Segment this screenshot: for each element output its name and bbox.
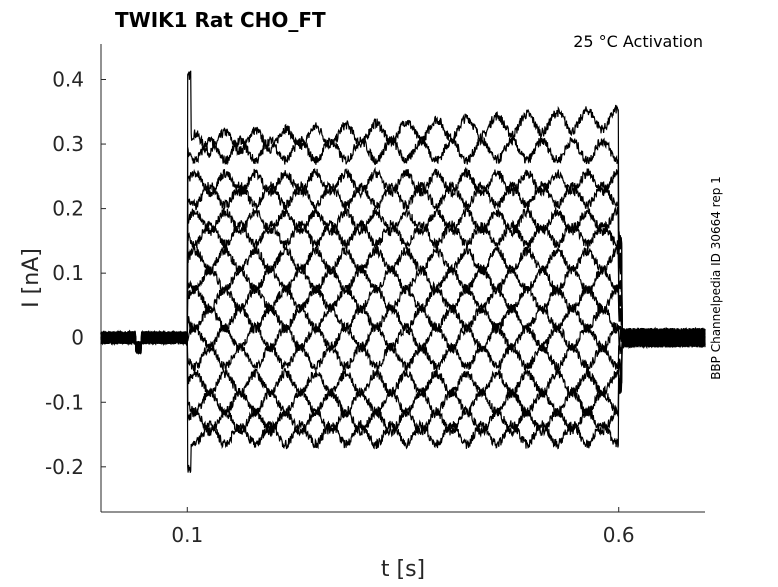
- side-label: BBP Channelpedia ID 30664 rep 1: [709, 176, 723, 380]
- y-tick-label: 0.4: [52, 68, 84, 92]
- x-tick-label: 0.1: [171, 523, 203, 547]
- current-trace: [100, 327, 706, 418]
- chart-title: TWIK1 Rat CHO_FT: [115, 8, 326, 32]
- current-trace: [100, 219, 706, 354]
- current-trace: [100, 244, 706, 354]
- annotation: 25 °C Activation: [573, 32, 703, 51]
- y-tick-label: -0.2: [45, 455, 84, 479]
- current-trace: [100, 321, 706, 354]
- current-trace: [100, 327, 706, 438]
- current-trace: [100, 70, 706, 354]
- y-tick-label: 0.2: [52, 197, 84, 221]
- x-tick-label: 0.6: [603, 523, 635, 547]
- x-axis-label: t [s]: [381, 557, 425, 582]
- y-axis-label: I [nA]: [19, 248, 44, 308]
- current-trace: [100, 283, 706, 354]
- y-tick-label: 0.3: [52, 132, 84, 156]
- y-tick-label: 0.1: [52, 261, 84, 285]
- current-trace: [100, 135, 706, 353]
- current-trace: [100, 206, 706, 356]
- y-tick-label: 0: [71, 326, 84, 350]
- current-trace: [100, 327, 706, 372]
- current-trace: [100, 264, 706, 354]
- current-trace: [100, 326, 706, 399]
- current-trace: [100, 327, 706, 473]
- y-tick-label: -0.1: [45, 390, 84, 414]
- current-trace: [100, 180, 706, 354]
